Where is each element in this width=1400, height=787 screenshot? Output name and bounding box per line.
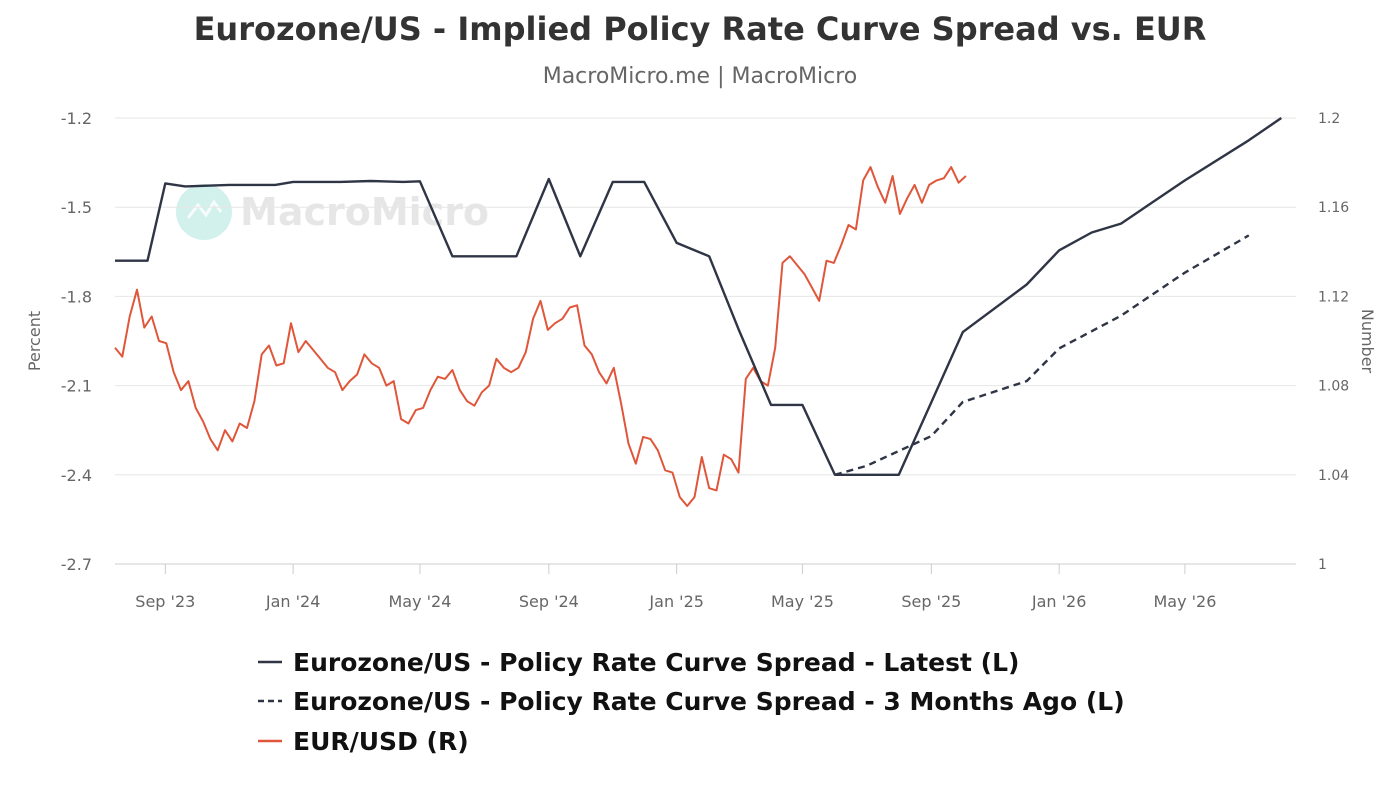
- x-tick-label: Sep '24: [519, 592, 579, 611]
- chart-subtitle: MacroMicro.me | MacroMicro: [542, 64, 858, 89]
- y-right-tick-label: 1.12: [1318, 289, 1349, 305]
- legend-item-label[interactable]: Eurozone/US - Policy Rate Curve Spread -…: [293, 687, 1125, 716]
- y-left-tick-label: -1.5: [61, 198, 92, 217]
- y-left-tick-label: -2.4: [61, 466, 92, 485]
- series-line-latest: [115, 117, 1282, 476]
- y-right-tick-label: 1.2: [1318, 111, 1340, 127]
- legend-item-label[interactable]: EUR/USD (R): [293, 727, 469, 756]
- chart-title: Eurozone/US - Implied Policy Rate Curve …: [193, 10, 1207, 48]
- watermark-logo-mark: [186, 199, 223, 219]
- y-right-axis-title: Number: [1358, 309, 1377, 374]
- y-right-tick-label: 1: [1318, 557, 1327, 573]
- x-tick-label: May '24: [388, 592, 451, 611]
- x-tick-label: Sep '25: [901, 592, 961, 611]
- watermark: MacroMicro: [176, 184, 489, 240]
- y-right-tick-label: 1.04: [1318, 468, 1349, 484]
- y-right-tick-label: 1.08: [1318, 379, 1349, 395]
- y-left-axis-title: Percent: [25, 311, 44, 371]
- y-left-tick-label: -1.8: [61, 287, 92, 306]
- legend-item-label[interactable]: Eurozone/US - Policy Rate Curve Spread -…: [293, 648, 1019, 677]
- series-line-3-months-ago: [834, 234, 1250, 476]
- y-left-tick-label: -2.1: [61, 377, 92, 396]
- x-tick-label: Sep '23: [135, 592, 195, 611]
- y-left-tick-label: -2.7: [61, 555, 92, 574]
- x-tick-label: Jan '24: [265, 592, 321, 611]
- x-tick-label: May '25: [771, 592, 834, 611]
- watermark-text: MacroMicro: [240, 190, 489, 234]
- y-right-tick-label: 1.16: [1318, 200, 1349, 216]
- x-tick-label: Jan '26: [1031, 592, 1087, 611]
- x-tick-label: May '26: [1153, 592, 1216, 611]
- y-left-tick-label: -1.2: [61, 109, 92, 128]
- series-line-eurusd: [114, 166, 967, 507]
- x-tick-label: Jan '25: [648, 592, 704, 611]
